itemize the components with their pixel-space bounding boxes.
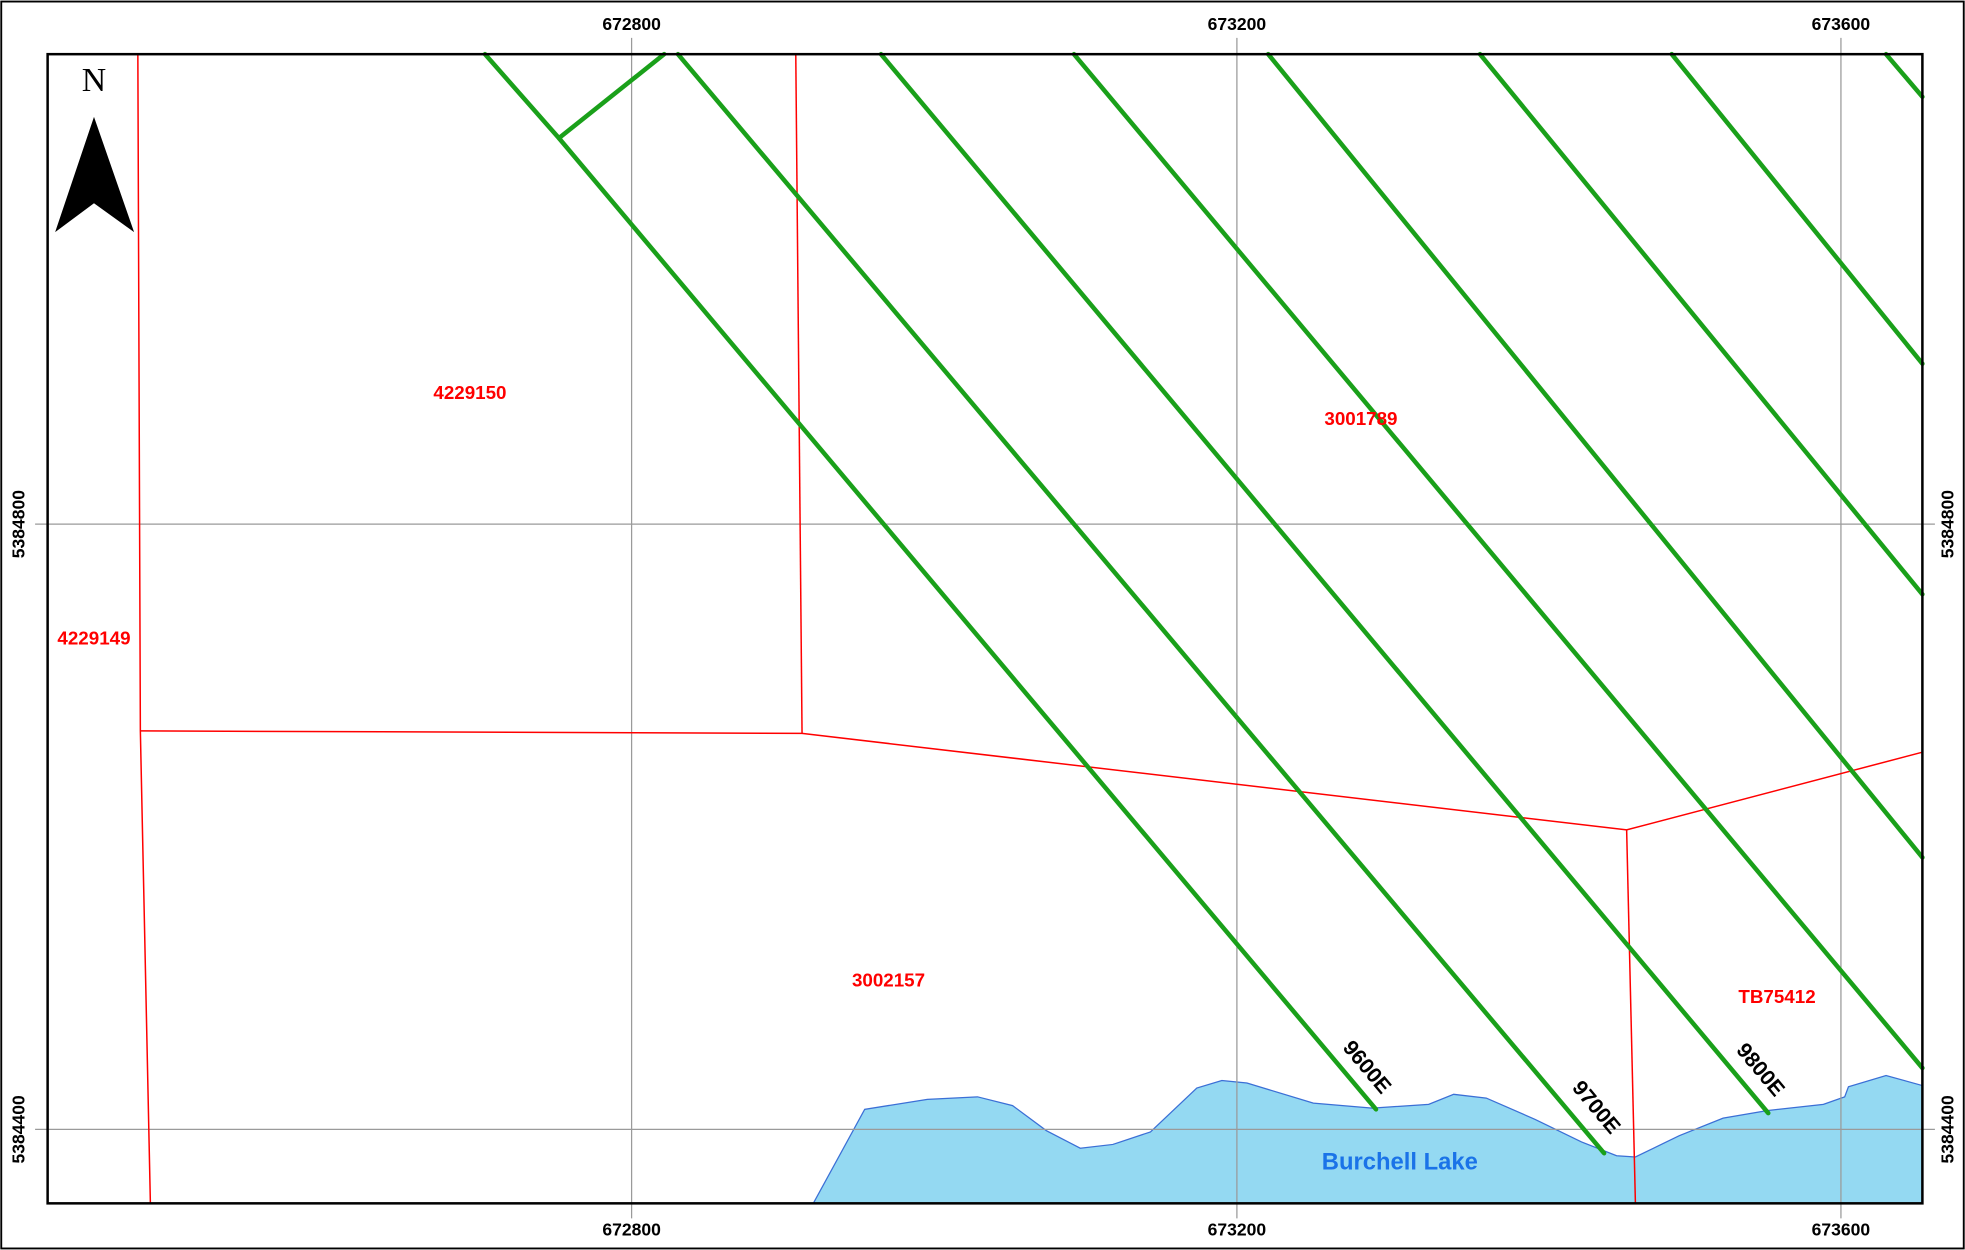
easting-label: 673600	[1812, 14, 1871, 34]
easting-label: 672800	[602, 14, 661, 34]
easting-label: 672800	[602, 1220, 661, 1240]
claim-boundary	[1625, 829, 1637, 1204]
grid	[35, 37, 1935, 1219]
survey-line	[675, 51, 1607, 1156]
northing-label: 5384400	[1937, 1095, 1957, 1164]
lake	[812, 1074, 1924, 1204]
survey-lines	[482, 51, 1925, 1156]
survey-line	[1477, 51, 1925, 597]
survey-line	[1883, 51, 1925, 100]
claim-boundary	[795, 54, 803, 734]
survey-line	[878, 51, 1771, 1116]
northing-label: 5384800	[9, 490, 29, 559]
claim-label: 3002157	[852, 970, 925, 991]
northing-label: 5384400	[9, 1095, 29, 1164]
northing-label: 5384800	[1937, 490, 1957, 559]
north-arrow	[55, 116, 135, 233]
north-label: N	[82, 62, 106, 99]
easting-label: 673600	[1812, 1220, 1871, 1240]
claim-boundary	[140, 730, 1923, 831]
claim-label: 4229150	[433, 382, 506, 403]
map-frame	[46, 52, 1924, 1205]
survey-line	[1265, 51, 1925, 860]
easting-label: 673200	[1208, 14, 1267, 34]
survey-line	[556, 51, 667, 141]
survey-line	[1669, 51, 1925, 366]
claim-label: TB75412	[1738, 986, 1815, 1007]
survey-line	[1071, 51, 1925, 1071]
claim-label: 3001789	[1324, 408, 1397, 429]
easting-label: 673200	[1208, 1220, 1267, 1240]
claim-label: 4229149	[57, 627, 130, 648]
lake-label: Burchell Lake	[1322, 1149, 1478, 1176]
claim-boundaries	[137, 54, 1923, 1204]
